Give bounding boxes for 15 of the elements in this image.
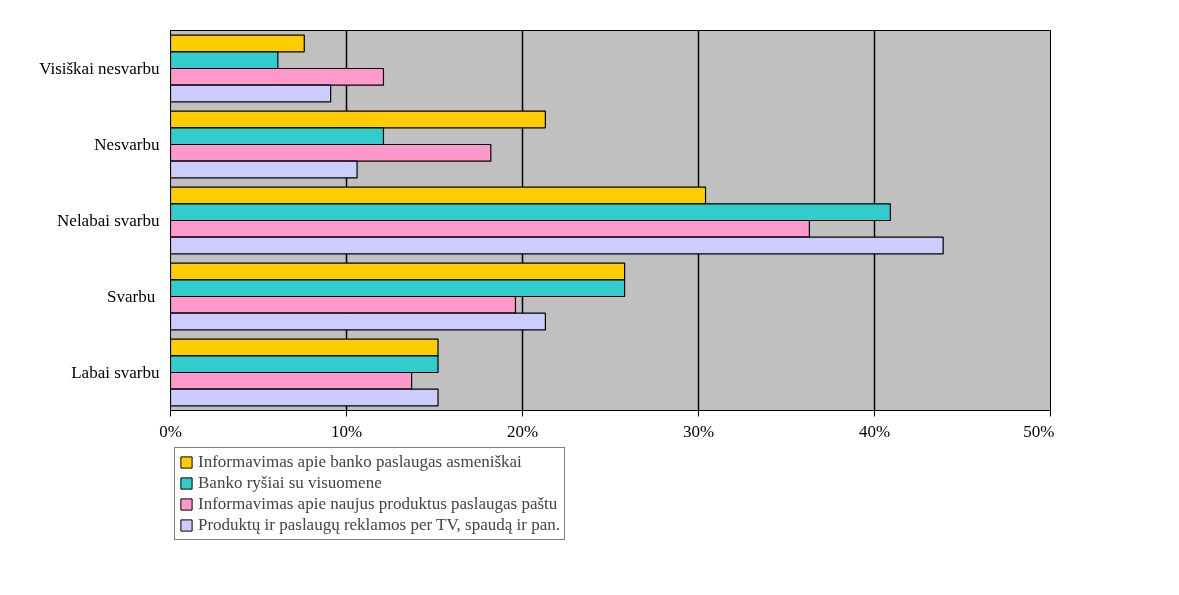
legend-label: Banko ryšiai su visuomene [198, 473, 382, 493]
y-tick-label: Nelabai svarbu [57, 211, 160, 230]
legend-label: Informavimas apie naujus produktus paslaugas paštu [198, 494, 558, 514]
x-tick-label: 10% [330, 421, 363, 441]
y-tick-label: Svarbu [107, 287, 156, 306]
x-tick-label: 30% [682, 421, 715, 441]
x-tick-label: 0% [159, 421, 182, 441]
legend-label: Informavimas apie banko paslaugas asmeniškai [198, 452, 522, 472]
x-tick-label: 50% [1023, 421, 1055, 441]
x-tick-label: 20% [506, 421, 539, 441]
y-tick-label: Visiškai nesvarbu [39, 59, 160, 78]
y-tick-label: Labai svarbu [71, 363, 160, 382]
y-tick-label: Nesvarbu [94, 135, 160, 154]
x-tick-label: 40% [858, 421, 891, 441]
legend-label: Produktų ir paslaugų reklamos per TV, spaudą ir pan. [198, 515, 560, 535]
